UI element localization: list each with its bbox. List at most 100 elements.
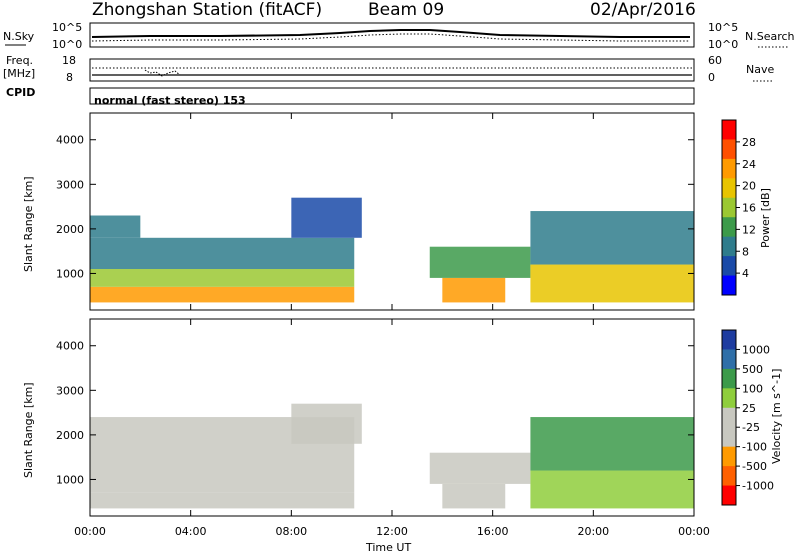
freq-left-label-1: Freq. — [6, 54, 33, 67]
power-colorbar-swatch — [722, 178, 736, 199]
velocity-colorbar-tick-label: -100 — [742, 441, 767, 454]
velocity-echo-band — [530, 470, 694, 509]
power-echo-band — [442, 277, 506, 303]
x-tick-label: 00:00 — [74, 525, 106, 538]
cpid-frame — [89, 87, 695, 105]
noise-panel: N.Sky 10^5 10^0 10^5 10^0 N.Search — [3, 21, 795, 51]
noise-left-tick-bottom: 10^0 — [52, 38, 82, 51]
power-echo-band — [429, 246, 531, 278]
power-colorbar-label: Power [dB] — [759, 188, 772, 248]
velocity-colorbar-swatch — [722, 466, 736, 487]
velocity-ytick-label: 2000 — [56, 429, 84, 442]
velocity-colorbar-tick-label: 1000 — [742, 343, 770, 356]
freq-right-tick-bottom: 0 — [708, 71, 715, 84]
velocity-colorbar-label: Velocity [m s^-1] — [770, 369, 783, 464]
power-y-axis: 1000 2000 3000 4000 — [56, 134, 694, 280]
velocity-colorbar-swatch — [722, 349, 736, 370]
time-x-axis: 00:00 04:00 08:00 12:00 16:00 20:00 00:00 — [74, 113, 710, 538]
x-tick-label: 20:00 — [577, 525, 609, 538]
velocity-colorbar-swatch — [722, 407, 736, 428]
power-colorbar-swatch — [722, 256, 736, 277]
velocity-colorbar-swatch — [722, 368, 736, 389]
station-title: Zhongshan Station (fitACF) — [92, 0, 322, 20]
power-echo-band — [291, 197, 362, 238]
power-ylabel: Slant Range [km] — [22, 176, 35, 272]
freq-right-tick-top: 60 — [708, 54, 722, 67]
power-colorbar-swatch — [722, 275, 736, 296]
velocity-echo-band — [442, 483, 506, 509]
power-colorbar-tick-label: 24 — [742, 158, 756, 171]
velocity-echo-bands — [90, 403, 694, 509]
velocity-echo-band — [90, 492, 355, 509]
frequency-panel-frame — [89, 58, 695, 82]
x-tick-label: 04:00 — [175, 525, 207, 538]
power-echo-band — [90, 268, 355, 287]
power-colorbar-tick-label: 16 — [742, 202, 756, 215]
velocity-y-axis: 1000 2000 3000 4000 — [56, 340, 694, 486]
velocity-echo-band — [90, 474, 355, 493]
velocity-echo-band — [429, 452, 531, 484]
power-echo-band — [90, 215, 141, 238]
freq-left-tick-top: 18 — [62, 54, 76, 67]
power-echo-band — [530, 211, 694, 265]
freq-dip-trace — [144, 69, 181, 77]
noise-sky-trace — [91, 29, 690, 38]
velocity-colorbar: 1000 500 100 25 -25 -100 -500 -1000 — [721, 329, 774, 506]
power-ytick-label: 4000 — [56, 134, 84, 147]
freq-right-label: Nave — [746, 63, 774, 76]
x-tick-label: 00:00 — [678, 525, 710, 538]
power-ytick-label: 1000 — [56, 267, 84, 280]
noise-search-trace — [91, 33, 690, 42]
velocity-colorbar-swatch — [722, 427, 736, 448]
noise-right-tick-bottom: 10^0 — [708, 38, 738, 51]
velocity-ytick-label: 3000 — [56, 384, 84, 397]
velocity-colorbar-tick-label: -25 — [742, 421, 760, 434]
velocity-colorbar-tick-label: -1000 — [742, 480, 774, 493]
velocity-ytick-label: 4000 — [56, 340, 84, 353]
power-colorbar-swatch — [722, 120, 736, 140]
x-tick-label: 08:00 — [275, 525, 307, 538]
power-colorbar-swatch — [722, 217, 736, 238]
x-tick-label: 12:00 — [376, 525, 408, 538]
velocity-echo-band — [291, 403, 362, 444]
cpid-text: normal (fast stereo) 153 — [94, 94, 246, 107]
velocity-echo-band — [530, 417, 694, 471]
noise-panel-frame — [89, 22, 695, 48]
velocity-colorbar-tick-label: 500 — [742, 363, 763, 376]
noise-left-tick-top: 10^5 — [52, 21, 82, 34]
power-echo-band — [90, 286, 355, 303]
power-echo-band — [90, 237, 355, 269]
power-colorbar-tick-label: 8 — [742, 245, 749, 258]
power-colorbar-tick-label: 4 — [742, 267, 749, 280]
velocity-colorbar-frame — [721, 329, 737, 506]
power-colorbar: 28 24 20 16 12 8 4 — [721, 119, 756, 296]
x-tick-label: 16:00 — [477, 525, 509, 538]
velocity-ytick-label: 1000 — [56, 473, 84, 486]
noise-left-label: N.Sky — [3, 30, 35, 43]
beam-label: Beam 09 — [368, 0, 444, 20]
velocity-panel: 1000 2000 3000 4000 Slant Range [km] 1000 50… — [22, 318, 783, 517]
power-ytick-label: 3000 — [56, 178, 84, 191]
power-colorbar-swatch — [722, 236, 736, 257]
cpid-label: CPID — [6, 86, 35, 99]
power-echo-bands — [90, 197, 694, 303]
power-echo-band — [530, 264, 694, 303]
velocity-colorbar-tick-label: -500 — [742, 460, 767, 473]
velocity-colorbar-swatch — [722, 485, 736, 506]
velocity-colorbar-tick-label: 25 — [742, 402, 756, 415]
velocity-colorbar-swatch — [722, 446, 736, 467]
freq-left-tick-bottom: 8 — [66, 71, 73, 84]
velocity-ylabel: Slant Range [km] — [22, 382, 35, 478]
noise-right-tick-top: 10^5 — [708, 21, 738, 34]
power-colorbar-tick-label: 20 — [742, 180, 756, 193]
power-colorbar-swatch — [722, 158, 736, 179]
power-colorbar-tick-label: 12 — [742, 223, 756, 236]
cpid-row: CPID normal (fast stereo) 153 — [6, 86, 695, 107]
power-colorbar-tick-label: 28 — [742, 136, 756, 149]
velocity-colorbar-swatch — [722, 388, 736, 409]
power-panel: 1000 2000 3000 4000 Slant Range [km] 28 24 20… — [22, 112, 772, 311]
frequency-panel: Freq. [MHz] 18 8 60 0 Nave — [3, 54, 774, 84]
freq-left-label-2: [MHz] — [3, 67, 35, 80]
power-colorbar-swatch — [722, 197, 736, 218]
